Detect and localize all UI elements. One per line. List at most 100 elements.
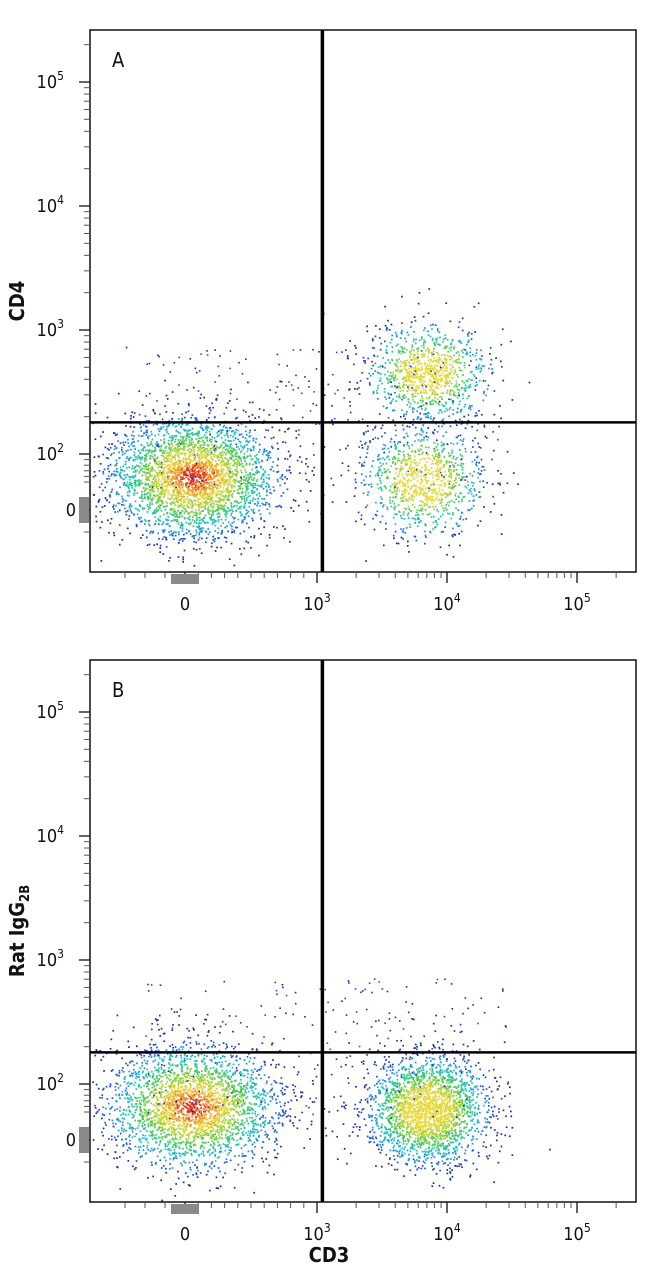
event-dot (143, 465, 146, 468)
event-dot (239, 511, 242, 513)
event-dot (114, 434, 117, 436)
event-dot (141, 482, 144, 485)
event-dot (179, 471, 182, 474)
event-dot (170, 509, 172, 512)
event-dot (430, 495, 432, 498)
event-dot (396, 513, 398, 515)
event-dot (415, 371, 418, 374)
event-dot (145, 493, 148, 495)
event-dot (175, 515, 177, 518)
event-dot (181, 515, 183, 517)
event-dot (109, 494, 111, 497)
event-dot (435, 491, 438, 494)
event-dot (433, 347, 435, 350)
event-dot (199, 449, 202, 452)
event-dot (445, 375, 448, 378)
event-dot (240, 450, 243, 452)
event-dot (138, 413, 141, 416)
event-dot (115, 464, 118, 466)
event-dot (213, 468, 216, 471)
event-dot (207, 463, 210, 465)
event-dot (409, 526, 411, 528)
event-dot (481, 355, 483, 357)
event-dot (422, 315, 425, 318)
event-dot (198, 467, 201, 469)
event-dot (132, 467, 135, 470)
event-dot (150, 433, 153, 436)
event-dot (371, 338, 374, 340)
event-dot (453, 533, 455, 536)
event-dot (511, 399, 514, 401)
event-dot (406, 443, 409, 446)
event-dot (424, 465, 426, 467)
event-dot (378, 413, 381, 415)
event-dot (181, 525, 184, 528)
event-dot (238, 487, 241, 490)
event-dot (437, 371, 440, 373)
event-dot (131, 438, 134, 441)
event-dot (420, 366, 423, 369)
event-dot (309, 490, 312, 492)
event-dot (133, 445, 136, 447)
event-dot (455, 361, 457, 364)
event-dot (218, 487, 220, 490)
event-dot (158, 430, 161, 433)
event-dot (427, 365, 430, 367)
event-dot (202, 464, 204, 466)
event-dot (228, 558, 231, 560)
event-dot (133, 440, 136, 443)
event-dot (413, 349, 415, 352)
event-dot (179, 472, 182, 475)
event-dot (380, 465, 383, 467)
event-dot (202, 439, 204, 442)
event-dot (152, 489, 155, 492)
event-dot (176, 462, 179, 465)
event-dot (441, 369, 443, 371)
event-dot (145, 425, 148, 428)
event-dot (400, 528, 402, 530)
event-dot (363, 523, 366, 526)
event-dot (210, 484, 212, 487)
event-dot (414, 451, 417, 453)
event-dot (359, 380, 362, 382)
event-dot (402, 528, 405, 530)
event-dot (139, 496, 141, 499)
event-dot (475, 461, 478, 464)
event-dot (154, 446, 156, 449)
event-dot (396, 378, 399, 381)
event-dot (194, 468, 197, 471)
event-dot (268, 534, 271, 536)
event-dot (450, 517, 453, 520)
event-dot (156, 442, 158, 445)
event-dot (125, 346, 128, 349)
event-dot (179, 447, 182, 450)
event-dot (237, 462, 239, 464)
event-dot (237, 485, 240, 487)
event-dot (150, 484, 153, 487)
event-dot (158, 519, 161, 522)
event-dot (255, 462, 257, 465)
event-dot (382, 405, 385, 408)
event-dot (395, 542, 398, 545)
event-dot (396, 365, 399, 368)
event-dot (225, 457, 227, 460)
event-dot (412, 418, 415, 421)
event-dot (432, 369, 434, 371)
event-dot (227, 459, 229, 462)
event-dot (124, 507, 126, 510)
event-dot (400, 500, 403, 503)
event-dot (134, 489, 136, 492)
event-dot (475, 412, 477, 414)
event-dot (160, 493, 163, 496)
event-dot (415, 338, 417, 341)
event-dot (192, 470, 194, 473)
event-dot (501, 328, 504, 331)
event-dot (216, 487, 218, 489)
event-dot (244, 516, 246, 518)
event-dot (407, 379, 409, 381)
event-dot (368, 372, 370, 375)
event-dot (184, 442, 186, 444)
event-dot (204, 470, 207, 472)
event-dot (415, 375, 418, 378)
event-dot (177, 497, 179, 499)
